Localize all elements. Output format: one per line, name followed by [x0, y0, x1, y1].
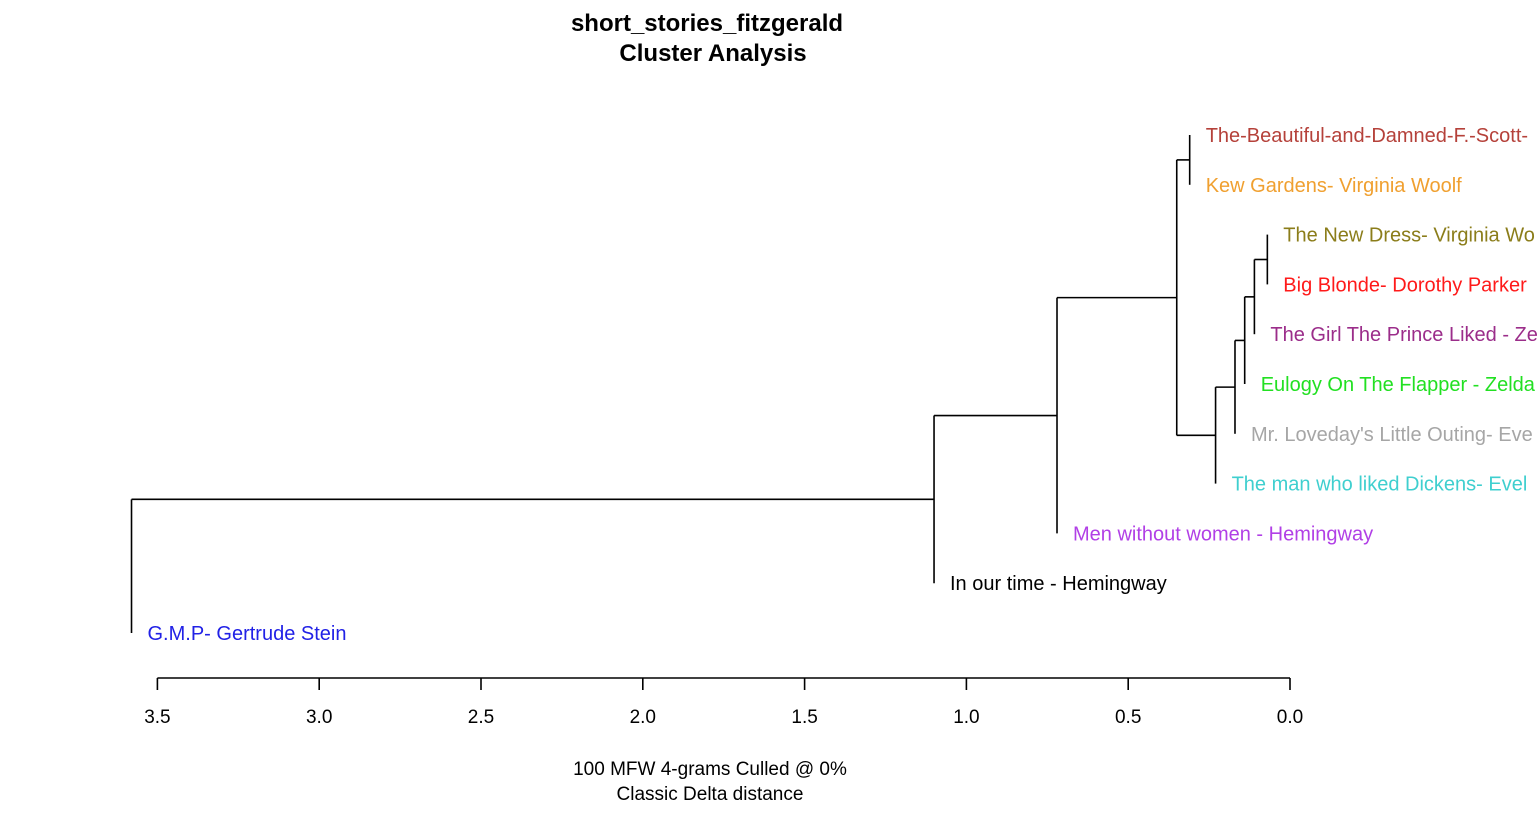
leaf-label: The man who liked Dickens- Evel	[1232, 474, 1528, 496]
x-tick-label: 0.0	[1277, 707, 1303, 728]
leaf-label: G.M.P- Gertrude Stein	[148, 623, 347, 645]
x-tick-label: 1.5	[791, 707, 817, 728]
leaf-labels: The-Beautiful-and-Damned-F.-Scott- Kew Ga…	[148, 125, 1537, 645]
x-tick-label: 1.0	[953, 707, 979, 728]
dendrogram-branches	[130, 135, 1269, 633]
leaf-label: The New Dress- Virginia Wo	[1283, 225, 1535, 247]
x-tick-label: 2.0	[630, 707, 656, 728]
leaf-label: Big Blonde- Dorothy Parker	[1283, 274, 1527, 296]
x-tick-label: 0.5	[1115, 707, 1141, 728]
leaf-label: Men without women - Hemingway	[1073, 523, 1373, 545]
x-axis-label-line1: 100 MFW 4-grams Culled @ 0%	[573, 759, 847, 780]
chart-subtitle: Cluster Analysis	[619, 40, 806, 67]
x-axis-label-line2: Classic Delta distance	[617, 784, 804, 805]
x-axis: 3.5 3.0 2.5 2.0 1.5 1.0 0.5 0.0	[144, 677, 1303, 728]
chart-title: short_stories_fitzgerald	[571, 10, 843, 37]
x-tick-label: 2.5	[468, 707, 494, 728]
leaf-label: The-Beautiful-and-Damned-F.-Scott-	[1206, 125, 1528, 147]
leaf-label: Mr. Loveday's Little Outing- Eve	[1251, 424, 1533, 446]
leaf-label: Kew Gardens- Virginia Woolf	[1206, 175, 1462, 197]
x-tick-label: 3.0	[306, 707, 332, 728]
leaf-label: Eulogy On The Flapper - Zelda	[1261, 374, 1536, 396]
leaf-label: The Girl The Prince Liked - Ze	[1270, 324, 1537, 346]
x-tick-label: 3.5	[144, 707, 170, 728]
leaf-label: In our time - Hemingway	[950, 573, 1167, 595]
x-axis-ticks: 3.5 3.0 2.5 2.0 1.5 1.0 0.5 0.0	[144, 678, 1303, 728]
